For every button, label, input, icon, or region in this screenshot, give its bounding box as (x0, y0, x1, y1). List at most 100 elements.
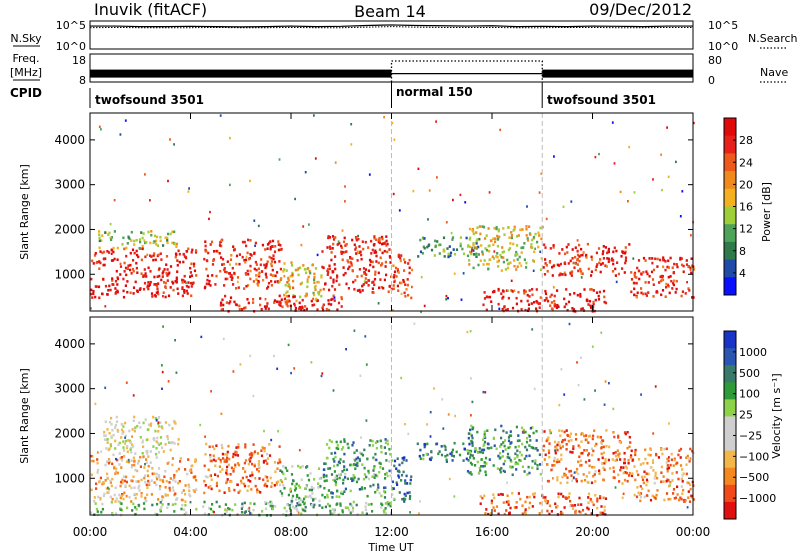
scatter-cell (531, 426, 534, 429)
scatter-cell (184, 468, 187, 471)
scatter-cell (247, 508, 250, 511)
scatter-cell (351, 479, 354, 483)
scatter-cell (193, 262, 196, 266)
scatter-cell (273, 461, 277, 464)
scatter-cell (489, 258, 492, 261)
scatter-cell (153, 252, 156, 255)
scatter-cell (227, 444, 230, 448)
scatter-cell (319, 484, 322, 488)
scatter-cell (410, 296, 413, 300)
scatter-cell (487, 447, 490, 450)
scatter-cell (631, 472, 634, 475)
scatter-cell (426, 423, 428, 426)
scatter-cell (132, 419, 135, 423)
scatter-cell (584, 460, 588, 464)
scatter-cell (291, 273, 294, 277)
scatter-cell (476, 430, 479, 434)
scatter-cell (478, 471, 481, 475)
scatter-cell (133, 486, 136, 489)
scatter-cell (389, 502, 392, 505)
scatter-cell (338, 476, 341, 480)
scatter-cell (249, 474, 252, 478)
scatter-cell (137, 480, 140, 483)
scatter-cell (629, 456, 632, 459)
scatter-cell (231, 455, 235, 459)
scatter-cell (263, 447, 266, 450)
scatter-cell (511, 306, 515, 310)
scatter-cell (279, 304, 282, 307)
scatter-cell (526, 293, 529, 297)
scatter-cell (483, 291, 486, 294)
colorbar-segment (724, 365, 736, 383)
scatter-cell (399, 256, 402, 260)
scatter-cell (507, 439, 511, 443)
scatter-cell (507, 289, 510, 292)
scatter-cell (159, 442, 162, 445)
scatter-cell (356, 259, 359, 262)
scatter-cell (127, 264, 130, 267)
scatter-cell (240, 507, 243, 510)
scatter-cell (175, 281, 178, 284)
scatter-cell (299, 503, 302, 507)
scatter-cell (175, 469, 178, 473)
scatter-cell (373, 277, 377, 281)
scatter-cell (191, 248, 194, 252)
scatter-cell (645, 294, 648, 297)
scatter-cell (207, 486, 210, 489)
scatter-cell (502, 462, 505, 466)
scatter-cell (545, 296, 548, 300)
scatter-cell (372, 280, 375, 284)
scatter-cell (366, 494, 369, 498)
scatter-cell (397, 474, 400, 477)
scatter-cell (232, 467, 235, 471)
colorbar-segment (724, 450, 736, 469)
scatter-cell (599, 270, 602, 274)
scatter-cell (371, 439, 374, 443)
scatter-cell (667, 479, 670, 482)
scatter-cell (151, 295, 154, 298)
scatter-cell (367, 477, 371, 481)
scatter-cell (228, 489, 231, 493)
scatter-cell (356, 456, 359, 459)
scatter-cell (98, 230, 101, 233)
scatter-cell (639, 492, 643, 495)
scatter-cell (488, 249, 491, 253)
scatter-cell (533, 387, 536, 391)
scatter-cell (278, 458, 281, 461)
scatter-cell (525, 448, 529, 452)
scatter-cell (596, 497, 599, 501)
scatter-cell (148, 481, 151, 485)
y-tick-label: 1000 (54, 471, 85, 485)
scatter-cell (543, 430, 546, 433)
scatter-cell (637, 473, 640, 477)
scatter-cell (245, 273, 248, 276)
scatter-cell (568, 293, 572, 296)
scatter-cell (155, 235, 159, 239)
scatter-cell (135, 261, 138, 265)
scatter-cell (106, 477, 109, 480)
scatter-cell (185, 281, 187, 285)
scatter-cell (313, 114, 315, 117)
scatter-cell (533, 447, 537, 451)
scatter-cell (343, 236, 346, 240)
scatter-cell (429, 411, 432, 414)
scatter-cell (222, 268, 226, 272)
scatter-cell (134, 280, 137, 284)
scatter-cell (592, 449, 595, 453)
scatter-cell (131, 267, 135, 271)
scatter-cell (203, 464, 206, 468)
scatter-cell (273, 250, 277, 254)
scatter-cell (575, 478, 578, 481)
scatter-cell (249, 460, 252, 463)
scatter-cell (549, 247, 552, 250)
scatter-cell (471, 246, 474, 250)
scatter-cell (368, 258, 372, 262)
scatter-cell (375, 458, 378, 462)
scatter-cell (297, 267, 300, 270)
scatter-cell (358, 268, 361, 271)
scatter-cell (96, 510, 99, 513)
scatter-cell (140, 272, 143, 275)
scatter-cell (237, 463, 241, 467)
scatter-cell (566, 481, 569, 484)
scatter-cell (266, 243, 270, 246)
